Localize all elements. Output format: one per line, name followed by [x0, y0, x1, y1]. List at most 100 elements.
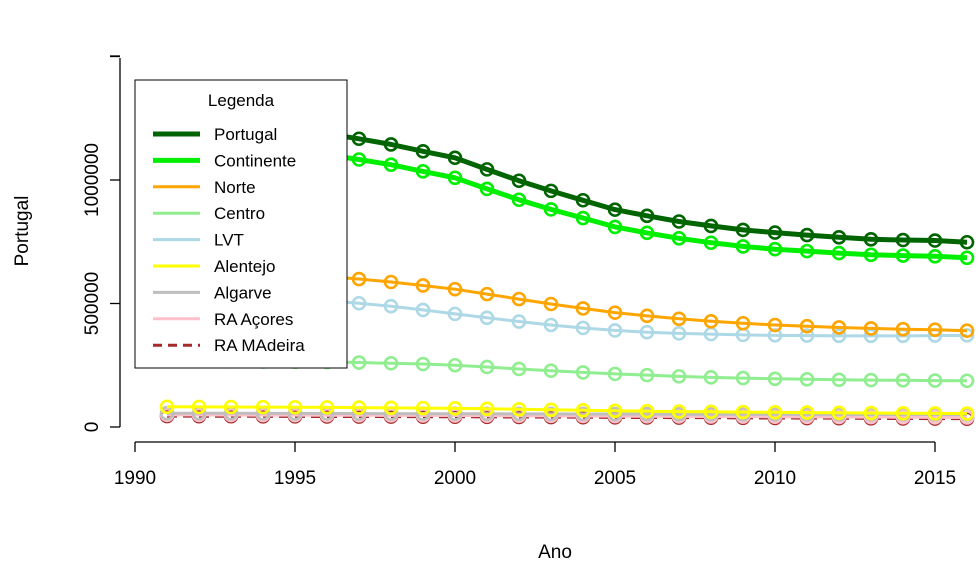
data-point [415, 400, 431, 416]
data-point [607, 366, 623, 382]
data-point [543, 202, 559, 217]
data-point [703, 218, 719, 234]
data-point [351, 295, 367, 311]
data-point [799, 227, 815, 243]
data-point [895, 373, 911, 388]
data-point [671, 311, 687, 327]
legend-label: RA Açores [214, 310, 293, 329]
data-point [959, 234, 975, 250]
data-point [319, 400, 335, 415]
data-point [703, 313, 719, 329]
data-point [447, 306, 463, 322]
data-point [671, 230, 687, 246]
x-tick-label: 2015 [914, 468, 956, 489]
data-point [639, 367, 655, 383]
data-point [383, 355, 399, 371]
data-point [799, 405, 815, 420]
data-point [639, 308, 655, 324]
data-point [863, 405, 879, 421]
data-point [767, 371, 783, 387]
data-point [831, 405, 847, 421]
data-point [383, 137, 399, 152]
data-point [479, 310, 495, 326]
data-point [191, 399, 207, 415]
data-point [831, 245, 847, 261]
data-point [831, 328, 847, 344]
data-point [831, 320, 847, 335]
data-point [959, 250, 975, 266]
data-point [415, 164, 431, 179]
legend-title: Legenda [208, 91, 275, 110]
legend-box [134, 79, 348, 369]
data-point [607, 403, 623, 419]
x-axis-title: Ano [538, 542, 572, 563]
data-point [447, 281, 463, 297]
data-point [575, 365, 591, 380]
data-point [223, 399, 239, 415]
data-point [863, 372, 879, 388]
data-point [479, 286, 495, 302]
data-point [927, 249, 943, 264]
data-point [511, 402, 527, 417]
data-point [543, 363, 559, 378]
data-point [351, 355, 367, 370]
data-point [575, 192, 591, 208]
data-point [255, 399, 271, 415]
data-point [703, 404, 719, 420]
x-tick-label: 2005 [594, 468, 636, 489]
data-point [927, 233, 943, 248]
data-point [543, 296, 559, 312]
data-point [447, 170, 463, 186]
data-point [479, 359, 495, 375]
legend: Legenda Portugal Continente Norte Centro LVT… [134, 79, 348, 369]
legend-label: RA MAdeira [214, 336, 305, 355]
data-point [575, 210, 591, 226]
legend-label: LVT [214, 231, 244, 250]
data-point [927, 322, 943, 337]
data-point [447, 357, 463, 373]
data-point [863, 231, 879, 247]
data-point [895, 405, 911, 421]
y-ticks: 0 500000 1000000 [82, 55, 120, 432]
data-point [511, 173, 527, 189]
data-point [479, 401, 495, 417]
data-point [479, 162, 495, 177]
legend-items: Portugal Continente Norte Centro LVT Alentejo… [153, 125, 305, 355]
data-point [511, 291, 527, 307]
data-point [607, 202, 623, 217]
data-point [895, 232, 911, 248]
data-point [767, 241, 783, 257]
data-point [959, 406, 975, 421]
y-tick-label: 1000000 [82, 143, 103, 217]
data-point [639, 225, 655, 241]
data-point [927, 406, 943, 421]
data-point [543, 317, 559, 333]
data-point [575, 320, 591, 336]
data-point [415, 144, 431, 159]
data-point [959, 323, 975, 338]
y-tick-label: 500000 [82, 272, 103, 335]
data-point [575, 403, 591, 418]
x-tick-label: 2000 [434, 468, 476, 489]
data-point [767, 405, 783, 420]
data-point [159, 399, 175, 415]
data-point [799, 243, 815, 259]
data-point [799, 318, 815, 334]
legend-label: Algarve [214, 283, 272, 302]
data-point [735, 370, 751, 386]
data-point [383, 400, 399, 416]
series-alentejo [159, 399, 975, 421]
data-point [639, 324, 655, 340]
data-point [863, 247, 879, 263]
data-point [895, 248, 911, 263]
data-point [671, 404, 687, 419]
data-point [447, 401, 463, 416]
data-point [767, 317, 783, 333]
data-point [447, 150, 463, 166]
data-point [511, 361, 527, 377]
data-point [607, 323, 623, 338]
data-point [287, 399, 303, 415]
x-tick-label: 1990 [114, 468, 156, 489]
data-point [671, 326, 687, 341]
